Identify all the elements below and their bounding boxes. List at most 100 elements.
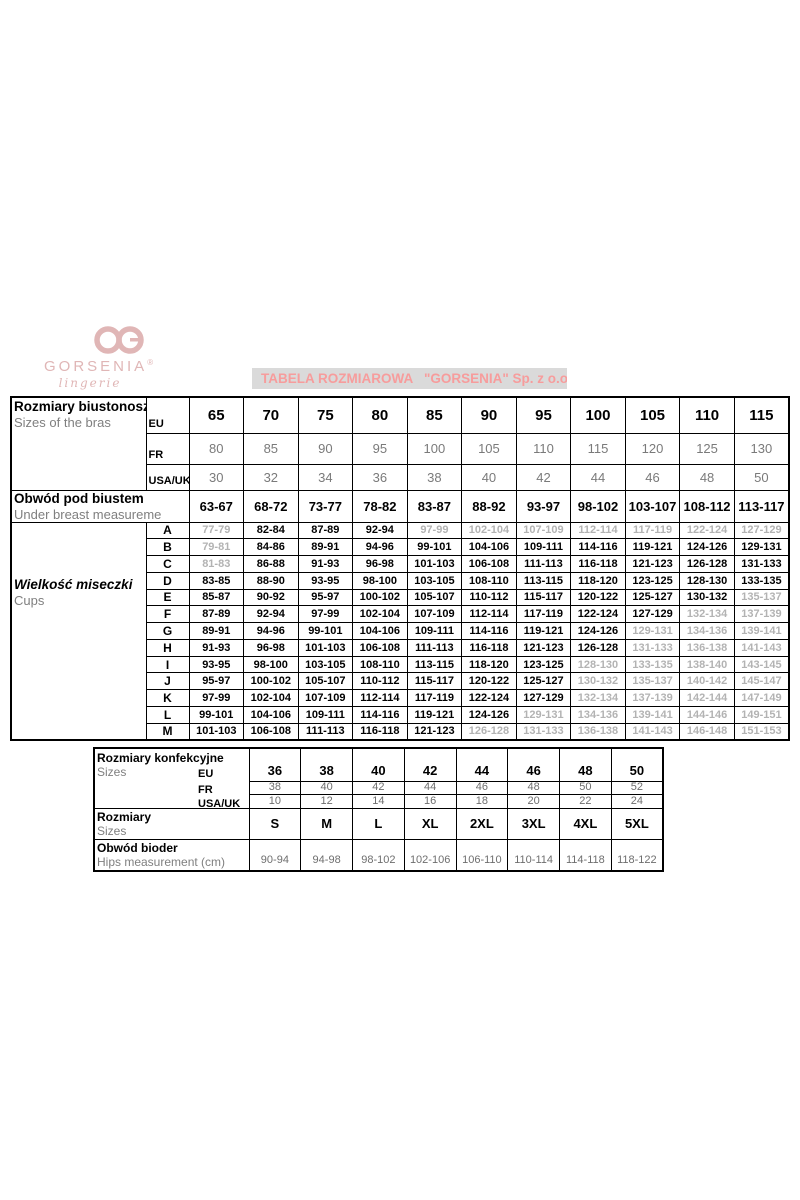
letter-size-value: 3XL: [507, 807, 560, 840]
underbust-value: 93-97: [515, 489, 572, 523]
cup-range-value: 130-132: [570, 672, 626, 691]
cup-range-value: 81-83: [188, 555, 245, 573]
bra-size-system-row: FR 80 85 90 95 100 105 110 115 120 125 130: [11, 432, 790, 465]
cup-range-value: 101-103: [297, 638, 354, 657]
clothing-corner-subtitle: Sizes: [97, 765, 127, 779]
cup-range-value: 82-84: [243, 521, 299, 540]
cup-range-value: 100-102: [243, 672, 299, 691]
clothing-size-value: 44: [455, 747, 509, 782]
clothing-size-value: 38: [300, 747, 353, 782]
cup-range-value: 113-115: [515, 571, 572, 590]
cup-range-value: 98-100: [243, 655, 299, 674]
clothing-size-value: 22: [559, 793, 612, 809]
band-size-value: 36: [352, 463, 408, 491]
cup-range-value: 117-119: [624, 521, 681, 540]
band-size-value: 75: [297, 396, 354, 434]
clothing-size-system-label: EU: [198, 768, 214, 780]
cup-range-value: 137-139: [733, 605, 790, 624]
clothing-size-value: 44: [403, 780, 457, 795]
cup-letter: G: [145, 622, 190, 640]
cup-range-value: 125-127: [624, 588, 681, 607]
cup-range-value: 109-111: [406, 622, 463, 640]
band-size-value: 30: [188, 463, 245, 491]
cup-range-value: 104-106: [461, 538, 517, 557]
brand-name-text: GORSENIA: [44, 358, 148, 375]
cup-row: Wielkość miseczki Cups A 77-79 82-84 87-89 92-…: [10, 521, 790, 741]
cup-range-value: 110-112: [461, 588, 517, 607]
underbust-label-cell: Obwód pod biustem Under breast measureme: [10, 489, 190, 523]
hips-title: Obwód bioder: [97, 840, 178, 855]
hips-value: 106-110: [455, 838, 509, 871]
cup-row: K 97-99 102-104 107-109 112-114 117-119 122-12…: [11, 689, 790, 707]
letter-row-subtitle: Sizes: [97, 823, 127, 838]
clothing-size-value: 42: [403, 747, 457, 782]
cup-range-value: 149-151: [733, 705, 790, 724]
cup-range-value: 87-89: [188, 605, 245, 624]
clothing-size-system-row: 38 40 42 44 46 48 50 52: [94, 780, 664, 795]
cup-range-value: 111-113: [515, 555, 572, 573]
cup-range-value: 107-109: [406, 605, 463, 624]
cup-range-value: 102-104: [461, 521, 517, 540]
bra-corner-subtitle: Sizes of the bras: [14, 415, 111, 430]
letter-size-value: M: [300, 807, 353, 840]
cup-range-value: 130-132: [679, 588, 735, 607]
size-system-label: FR: [145, 432, 190, 465]
clothing-size-value: 36: [248, 747, 302, 782]
band-size-value: 65: [188, 396, 245, 434]
underbust-value: 68-72: [243, 489, 299, 523]
cup-range-value: 100-102: [352, 588, 408, 607]
clothing-size-value: 48: [559, 747, 612, 782]
cup-range-value: 140-142: [679, 672, 735, 691]
letter-size-value: S: [248, 807, 302, 840]
band-size-value: 38: [406, 463, 463, 491]
cup-range-value: 101-103: [188, 722, 245, 741]
cup-row: L 99-101 104-106 109-111 114-116 119-121 124-1…: [11, 705, 790, 724]
clothing-size-value: 46: [507, 747, 560, 782]
clothing-size-value: 46: [455, 780, 509, 795]
bra-size-system-row: Rozmiary biustonoszy Sizes of the bras EU 6…: [10, 396, 790, 491]
cup-letter: H: [145, 638, 190, 657]
hips-label-cell: Obwód bioder Hips measurement (cm): [93, 838, 250, 871]
cup-range-value: 116-118: [570, 555, 626, 573]
cup-range-value: 79-81: [188, 538, 245, 557]
band-size-value: 90: [297, 432, 354, 465]
cup-range-value: 91-93: [188, 638, 245, 657]
cup-range-value: 86-88: [243, 555, 299, 573]
cup-range-value: 119-121: [624, 538, 681, 557]
clothing-size-value: 16: [403, 793, 457, 809]
cup-range-value: 117-119: [406, 689, 463, 707]
underbust-value: 98-102: [570, 489, 626, 523]
letter-size-value: L: [352, 807, 405, 840]
underbust-subtitle: Under breast measureme: [14, 506, 162, 522]
cup-range-value: 127-129: [624, 605, 681, 624]
cup-range-value: 95-97: [297, 588, 354, 607]
letter-size-row: Rozmiary Sizes S M L XL 2XL 3XL 4XL 5XL: [93, 807, 664, 840]
cup-range-value: 129-131: [515, 705, 572, 724]
cup-range-value: 131-133: [733, 555, 790, 573]
cup-range-value: 97-99: [406, 521, 463, 540]
cup-range-value: 124-126: [570, 622, 626, 640]
hips-value: 114-118: [559, 838, 612, 871]
clothing-size-table: Rozmiary konfekcyjne Sizes EU FR USA/UK 36 38 4…: [93, 747, 664, 872]
cup-range-value: 116-118: [461, 638, 517, 657]
cup-range-value: 113-115: [406, 655, 463, 674]
hips-subtitle: Hips measurement (cm): [97, 854, 226, 869]
cup-range-value: 104-106: [352, 622, 408, 640]
clothing-size-value: 52: [610, 780, 664, 795]
cup-range-value: 129-131: [733, 538, 790, 557]
band-size-value: 50: [733, 463, 790, 491]
cup-range-value: 103-105: [406, 571, 463, 590]
band-size-value: 34: [297, 463, 354, 491]
cup-range-value: 125-127: [515, 672, 572, 691]
cup-letter: I: [145, 655, 190, 674]
clothing-size-system-label: FR: [198, 784, 213, 796]
cup-range-value: 127-129: [515, 689, 572, 707]
cup-range-value: 134-136: [570, 705, 626, 724]
cup-range-value: 123-125: [624, 571, 681, 590]
cup-range-value: 96-98: [243, 638, 299, 657]
cup-range-value: 102-104: [243, 689, 299, 707]
band-size-value: 95: [352, 432, 408, 465]
cup-range-value: 99-101: [406, 538, 463, 557]
cup-range-value: 107-109: [297, 689, 354, 707]
cup-range-value: 94-96: [243, 622, 299, 640]
